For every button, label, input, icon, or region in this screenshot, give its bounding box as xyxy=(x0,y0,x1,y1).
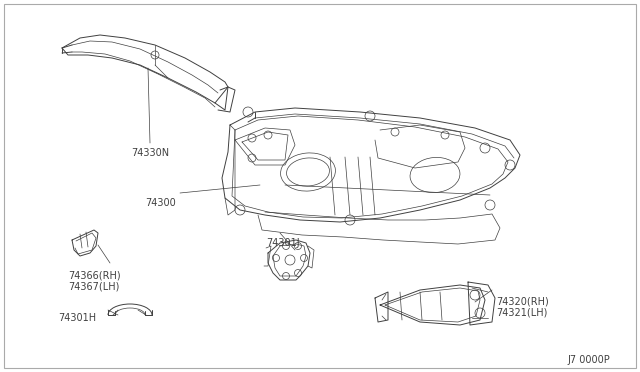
Text: 74301J: 74301J xyxy=(266,238,300,248)
Text: 74366(RH)
74367(LH): 74366(RH) 74367(LH) xyxy=(68,270,120,292)
Text: 74330N: 74330N xyxy=(131,148,169,158)
Text: 74300: 74300 xyxy=(145,198,176,208)
Text: 74301H: 74301H xyxy=(58,313,96,323)
Text: 74320(RH)
74321(LH): 74320(RH) 74321(LH) xyxy=(496,296,548,318)
Text: J7 0000P: J7 0000P xyxy=(567,355,610,365)
